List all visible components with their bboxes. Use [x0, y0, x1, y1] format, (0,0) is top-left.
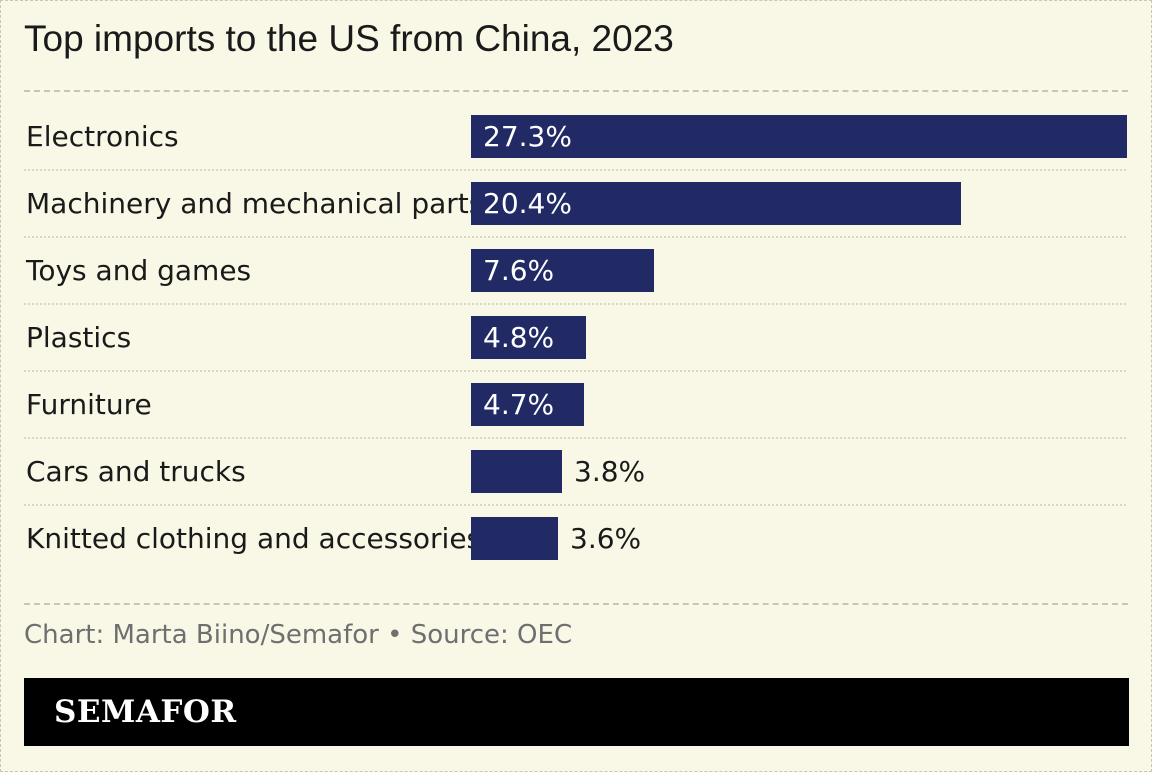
- bar: [471, 249, 654, 292]
- value-label: 27.3%: [483, 120, 572, 153]
- category-label: Machinery and mechanical parts: [26, 187, 483, 220]
- top-separator: [24, 90, 1128, 92]
- value-label: 20.4%: [483, 187, 572, 220]
- bar: [471, 115, 1127, 158]
- chart-title: Top imports to the US from China, 2023: [24, 18, 674, 59]
- bar: [471, 316, 586, 359]
- bar: [471, 383, 584, 426]
- bar: [471, 517, 558, 560]
- value-label: 3.6%: [570, 522, 641, 555]
- bottom-separator: [24, 603, 1128, 605]
- value-label: 4.8%: [483, 321, 554, 354]
- category-label: Knitted clothing and accessories: [26, 522, 481, 555]
- category-label: Cars and trucks: [26, 455, 246, 488]
- category-label: Toys and games: [25, 254, 251, 287]
- source-credit: Chart: Marta Biino/Semafor • Source: OEC: [24, 620, 573, 650]
- bar: [471, 450, 562, 493]
- footer-bar: SEMAFOR: [24, 678, 1129, 746]
- semafor-logo: SEMAFOR: [54, 694, 237, 730]
- category-label: Furniture: [26, 388, 152, 421]
- value-label: 4.7%: [483, 388, 554, 421]
- value-label: 7.6%: [483, 254, 554, 287]
- category-label: Electronics: [26, 120, 179, 153]
- value-label: 3.8%: [574, 455, 645, 488]
- bar: [471, 182, 961, 225]
- category-label: Plastics: [26, 321, 131, 354]
